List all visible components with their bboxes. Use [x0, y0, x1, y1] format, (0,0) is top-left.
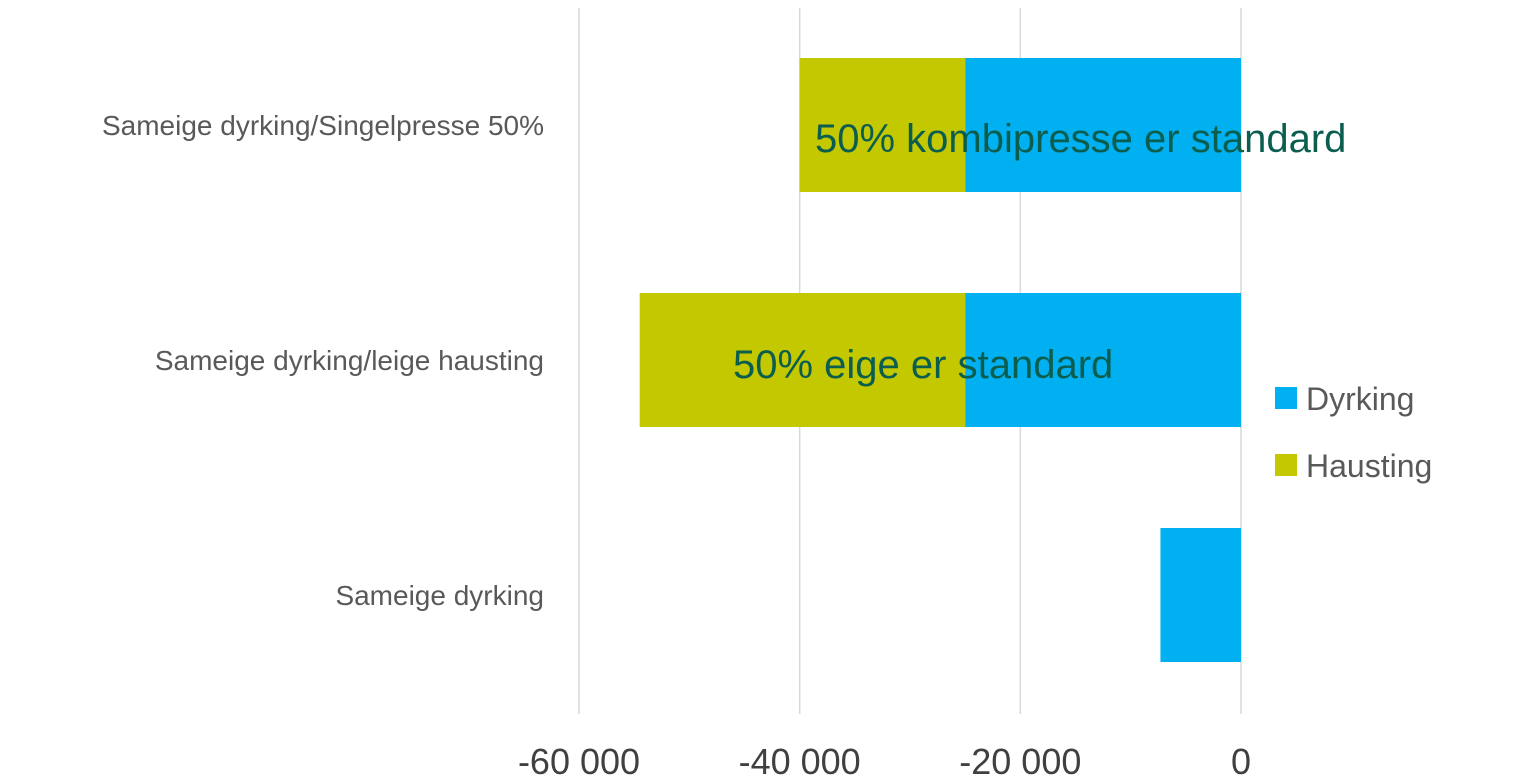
x-tick-label: -40 000 — [739, 741, 861, 782]
category-labels: Sameige dyrking/Singelpresse 50% Sameige … — [102, 110, 544, 611]
bar-dyrking — [965, 293, 1241, 427]
annotation: 50% eige er standard — [733, 343, 1113, 387]
legend: Dyrking Hausting — [1275, 381, 1432, 484]
annotation: 50% kombipresse er standard — [815, 117, 1346, 161]
legend-swatch — [1275, 387, 1297, 409]
category-label: Sameige dyrking/Singelpresse 50% — [102, 110, 544, 141]
x-tick-labels: -60 000 -40 000 -20 000 0 — [518, 741, 1251, 782]
x-tick-label: 0 — [1231, 741, 1251, 782]
x-tick-label: -60 000 — [518, 741, 640, 782]
category-label: Sameige dyrking/leige hausting — [155, 345, 544, 376]
legend-label: Hausting — [1306, 448, 1432, 484]
bars — [639, 58, 1241, 662]
legend-label: Dyrking — [1306, 381, 1414, 417]
bar-dyrking — [965, 58, 1241, 192]
bar-hausting — [639, 293, 966, 427]
bar-hausting — [799, 58, 966, 192]
annotations: 50% kombipresse er standard 50% eige er s… — [733, 117, 1346, 387]
x-tick-label: -20 000 — [959, 741, 1081, 782]
bar-dyrking — [1160, 528, 1241, 662]
legend-swatch — [1275, 454, 1297, 476]
category-label: Sameige dyrking — [335, 580, 544, 611]
